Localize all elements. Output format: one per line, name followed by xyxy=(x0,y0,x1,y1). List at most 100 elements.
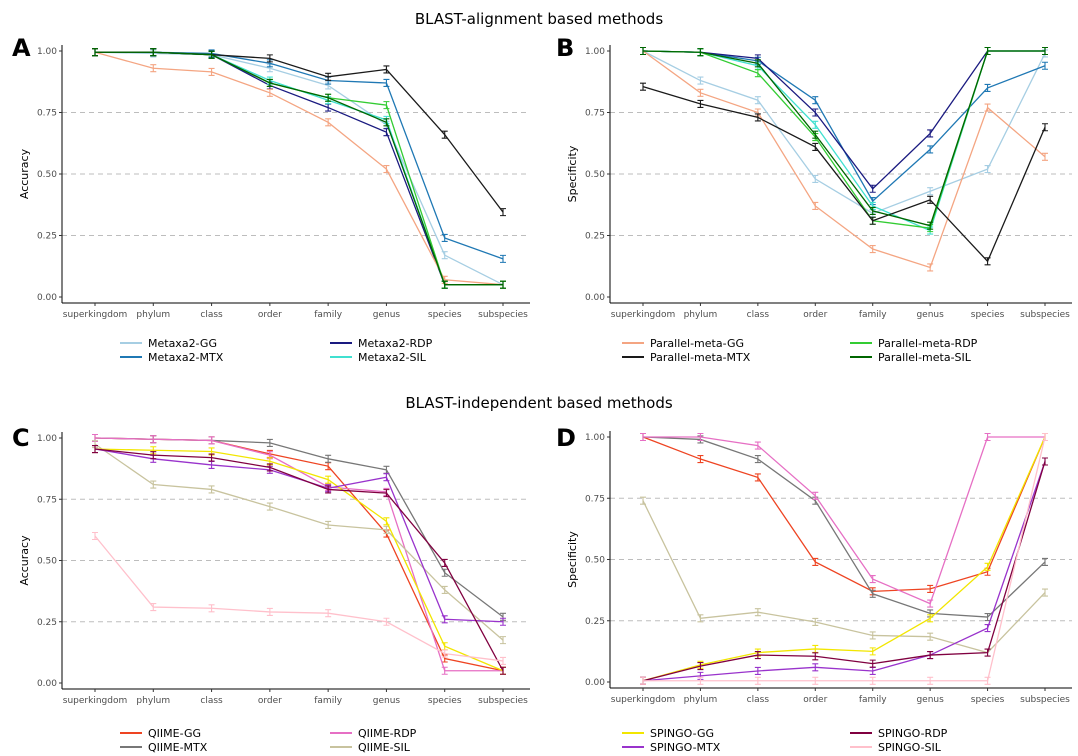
error-bar xyxy=(1042,432,1048,442)
series-line xyxy=(95,51,504,260)
y-tick-label: 0.75 xyxy=(37,109,57,119)
series-line xyxy=(95,51,503,286)
error-bar xyxy=(92,531,98,541)
legend-label: Parallel-meta-SIL xyxy=(878,351,972,364)
y-tick-label: 0.00 xyxy=(37,293,57,303)
y-tick-label: 0.50 xyxy=(37,557,57,567)
series-line xyxy=(642,50,1045,232)
error-bar xyxy=(640,676,646,685)
error-bar xyxy=(441,251,448,260)
error-bar xyxy=(927,195,934,204)
error-bar xyxy=(208,453,215,462)
x-tick-label: order xyxy=(803,310,827,320)
error-bar xyxy=(640,46,646,56)
error-bar xyxy=(927,221,934,230)
series-line xyxy=(94,437,504,672)
error-bar xyxy=(984,624,991,633)
y-axis-label: Specificity xyxy=(566,145,579,202)
x-tick-label: class xyxy=(200,310,223,320)
panel-letter: A xyxy=(12,34,31,62)
series-line xyxy=(643,436,1046,682)
y-tick-label: 0.25 xyxy=(37,618,57,628)
error-bar xyxy=(984,46,991,56)
series-Parallel-meta-MTX xyxy=(92,48,506,217)
series-line xyxy=(642,50,1045,227)
error-bar xyxy=(869,575,876,584)
x-tick-label: family xyxy=(314,696,342,706)
series-QIIME-MTX xyxy=(640,432,1048,622)
error-bar xyxy=(869,676,876,685)
y-tick-label: 0.00 xyxy=(585,293,605,303)
error-bar xyxy=(812,120,819,129)
error-bar xyxy=(325,93,332,102)
x-tick-label: class xyxy=(747,310,770,320)
series-line xyxy=(642,50,1046,215)
error-bar xyxy=(1042,588,1048,597)
section-title-bottom: BLAST-independent based methods xyxy=(405,394,673,412)
error-bar xyxy=(150,480,157,489)
error-bar xyxy=(984,648,991,657)
error-bar xyxy=(812,201,819,211)
x-tick-label: genus xyxy=(916,695,944,705)
x-tick-label: subspecies xyxy=(1020,695,1070,705)
legend-label: QIIME-SIL xyxy=(358,741,411,754)
series-QIIME-SIL xyxy=(92,440,506,645)
error-bar xyxy=(208,67,215,76)
error-bar xyxy=(984,83,991,92)
x-tick-label: superkingdom xyxy=(63,696,127,706)
error-bar xyxy=(697,48,704,57)
panel-C: C 0.00 0.25 0.50 0.75 1.00 superkingdom phylum c… xyxy=(12,424,530,706)
legend-label: QIIME-RDP xyxy=(358,727,417,740)
error-bar xyxy=(812,142,819,151)
error-bar xyxy=(869,184,876,193)
error-bar xyxy=(984,432,991,442)
series-Metaxa2-GG xyxy=(92,48,506,289)
error-bar xyxy=(1042,123,1048,132)
error-bar xyxy=(812,557,819,566)
x-tick-label: family xyxy=(859,310,887,320)
error-bar xyxy=(441,642,448,651)
x-tick-label: order xyxy=(258,310,282,320)
series-line xyxy=(94,51,504,286)
series-Metaxa2-MTX xyxy=(92,48,506,263)
series-Parallel-meta-SIL xyxy=(640,46,1048,230)
legend-label: SPINGO-MTX xyxy=(650,741,721,754)
x-tick-label: phylum xyxy=(684,310,718,320)
error-bar xyxy=(150,48,157,57)
error-bar xyxy=(325,520,332,530)
legend-B: Parallel-meta-GG Parallel-meta-RDPParalle… xyxy=(622,337,978,364)
error-bar xyxy=(383,473,390,482)
error-bar xyxy=(150,435,157,444)
error-bar xyxy=(383,78,390,88)
x-tick-label: subspecies xyxy=(1020,310,1070,320)
error-bar xyxy=(266,438,273,447)
error-bar xyxy=(754,651,761,660)
error-bar xyxy=(754,666,761,676)
y-axis-label: Accuracy xyxy=(18,148,31,199)
series-Parallel-meta-GG xyxy=(640,46,1048,272)
error-bar xyxy=(441,666,448,675)
x-tick-label: phylum xyxy=(684,695,718,705)
x-tick-label: superkingdom xyxy=(63,310,127,320)
y-axis-label: Specificity xyxy=(566,531,579,588)
legend-label: Metaxa2-MTX xyxy=(148,351,224,364)
error-bar xyxy=(869,659,876,668)
error-bar xyxy=(927,263,934,272)
error-bar xyxy=(927,599,934,608)
error-bar xyxy=(697,76,704,85)
error-bar xyxy=(266,463,273,472)
error-bar xyxy=(500,617,506,626)
series-line xyxy=(642,461,1046,682)
y-tick-label: 0.50 xyxy=(585,556,605,566)
error-bar xyxy=(1042,152,1048,161)
y-tick-label: 0.50 xyxy=(585,170,605,180)
panel-letter: B xyxy=(556,34,574,62)
error-bar xyxy=(812,491,819,500)
error-bar xyxy=(383,118,390,127)
y-tick-label: 0.25 xyxy=(585,232,605,242)
error-bar xyxy=(500,666,506,675)
error-bar xyxy=(754,69,761,78)
error-bar xyxy=(927,145,934,154)
legend-label: QIIME-MTX xyxy=(148,741,208,754)
